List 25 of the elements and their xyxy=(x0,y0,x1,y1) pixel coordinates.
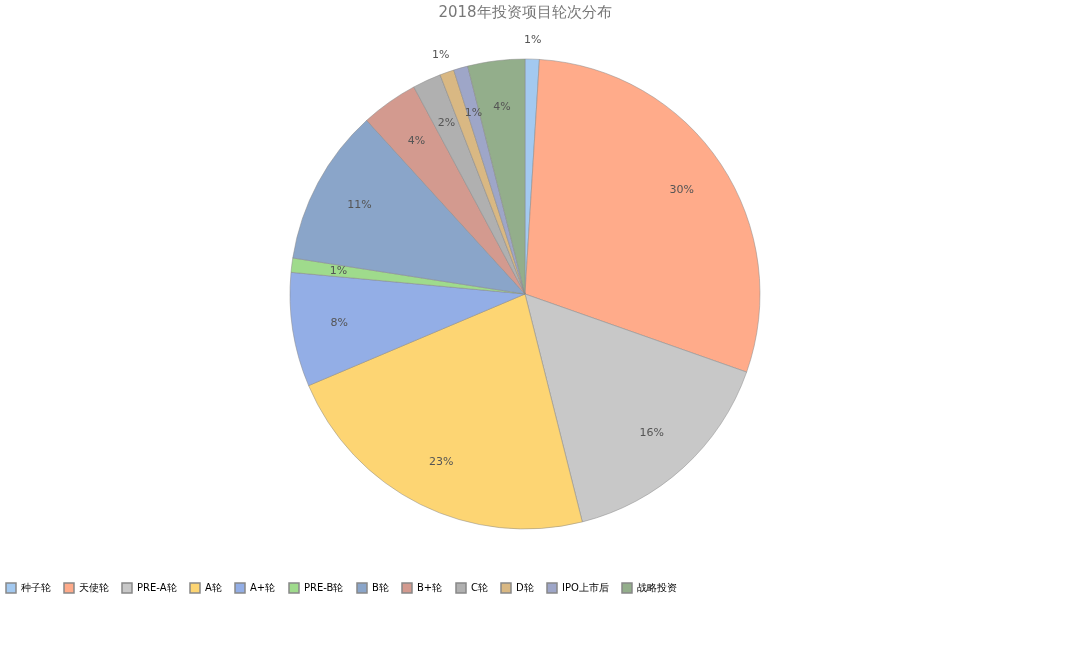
data-label: 4% xyxy=(407,133,426,147)
data-label: 4% xyxy=(493,100,511,114)
legend-label: 战略投资 xyxy=(637,582,677,593)
data-label: 8% xyxy=(330,315,348,329)
legend-label: B+轮 xyxy=(417,582,443,593)
legend-label: IPO上市后 xyxy=(562,582,609,593)
data-label: 1% xyxy=(464,106,483,120)
data-label: 1% xyxy=(524,33,542,47)
legend-label: B轮 xyxy=(372,582,389,593)
legend-label: PRE-A轮 xyxy=(137,582,177,593)
legend-label: 种子轮 xyxy=(21,582,51,593)
data-label: 2% xyxy=(437,116,456,130)
legend-label: D轮 xyxy=(516,582,534,593)
data-label: 1% xyxy=(329,263,348,277)
legend-label: PRE-B轮 xyxy=(304,582,344,593)
legend-label: C轮 xyxy=(471,582,488,593)
legend-label: A轮 xyxy=(205,582,222,593)
data-label: 16% xyxy=(639,425,664,439)
data-label: 1% xyxy=(431,47,450,61)
data-label: 11% xyxy=(347,198,372,212)
legend-label: 天使轮 xyxy=(79,582,109,593)
chart-title: 2018年投资项目轮次分布 xyxy=(438,3,612,21)
data-label: 30% xyxy=(669,183,694,197)
legend-label: A+轮 xyxy=(250,582,276,593)
data-label: 23% xyxy=(428,455,454,469)
